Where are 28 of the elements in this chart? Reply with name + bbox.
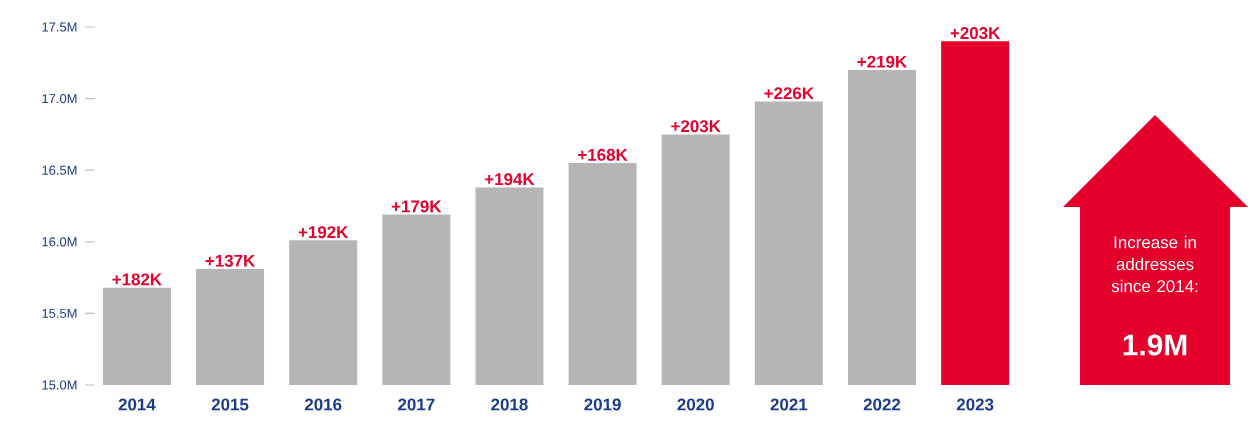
x-tick-label: 2020 bbox=[677, 398, 714, 411]
y-tick-label: 15.5M bbox=[42, 308, 77, 318]
text: Increase in addresses since 2014: bbox=[1111, 235, 1198, 293]
x-tick-label: 2015 bbox=[211, 398, 249, 411]
annotation: +203K bbox=[671, 120, 721, 133]
y-tick-label: 15.0M bbox=[42, 380, 77, 390]
annotation: +182K bbox=[112, 273, 162, 286]
x-tick-label: 2022 bbox=[863, 398, 901, 411]
x-tick-label: 2016 bbox=[304, 398, 342, 411]
annotation: +226K bbox=[764, 87, 814, 100]
y-tick-label: 17.0M bbox=[42, 94, 77, 104]
y-tick-label: 16.5M bbox=[42, 165, 77, 175]
annotation: +219K bbox=[857, 55, 908, 68]
annotation: +168K bbox=[578, 148, 628, 161]
annotation: +192K bbox=[298, 226, 349, 239]
x-tick-label: 2017 bbox=[398, 398, 435, 411]
annotation: +179K bbox=[391, 200, 442, 213]
annotation: +194K bbox=[484, 173, 535, 186]
y-tick-label: 16.0M bbox=[42, 237, 77, 247]
x-tick-label: 2021 bbox=[770, 398, 808, 411]
x-tick-label: 2014 bbox=[118, 398, 156, 411]
text: 1.9M bbox=[1123, 334, 1187, 356]
x-tick-label: 2018 bbox=[491, 398, 528, 411]
x-tick-label: 2023 bbox=[956, 398, 994, 411]
x-tick-label: 2019 bbox=[584, 398, 621, 411]
annotation: +203K bbox=[950, 27, 1001, 40]
annotation: +137K bbox=[205, 254, 256, 267]
y-tick-label: 17.5M bbox=[42, 22, 77, 32]
